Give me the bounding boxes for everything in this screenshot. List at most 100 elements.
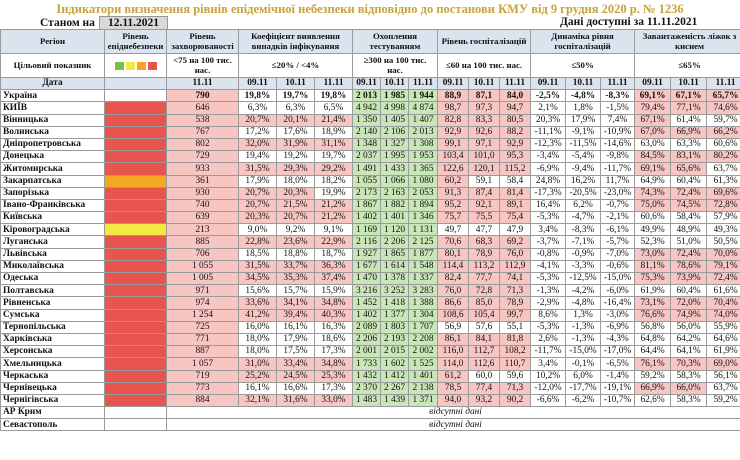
beds-cell: 60,6% [634, 211, 672, 225]
beds-cell: 57,9% [706, 211, 740, 225]
dyn-cell: -6,0% [600, 284, 636, 298]
dyn-cell: -12,3% [530, 137, 567, 152]
date-cell: 11.11 [706, 76, 740, 91]
dyn-cell: -6,9% [530, 162, 567, 176]
incidence-cell: 1 254 [166, 308, 239, 322]
incidence-cell: 773 [166, 381, 239, 395]
beds-cell: 64,8% [634, 332, 672, 347]
testing-cell: 1 080 [408, 174, 438, 188]
region-name: Київська [0, 211, 105, 225]
beds-cell: 66,9% [670, 125, 708, 139]
table-row: Донецька 729 19,4% 19,2% 19,7% 2 037 1 995 1 95… [0, 150, 740, 164]
date-cell: 10.11 [276, 76, 315, 91]
hosp-cell: 83,3 [468, 113, 500, 127]
beds-cell: 66,0% [670, 381, 708, 395]
testing-cell: 1 894 [408, 198, 438, 213]
testing-cell: 1 365 [408, 162, 438, 176]
hosp-cell: 112,6 [468, 357, 500, 371]
hosp-cell: 103,4 [437, 150, 469, 164]
dyn-cell: 6,0% [565, 369, 602, 383]
detection-cell: 19,9% [314, 186, 353, 200]
beds-cell: 66,9% [634, 381, 672, 395]
beds-cell: 49,9% [634, 223, 672, 237]
testing-cell: 3 216 [352, 284, 381, 298]
hosp-cell: 78,9 [468, 247, 500, 261]
testing-cell: 2 173 [352, 186, 381, 200]
testing-cell: 1 337 [408, 271, 438, 286]
detection-cell: 19,4% [238, 150, 277, 164]
level-cell [104, 247, 167, 261]
dyn-cell: 3,4% [530, 223, 567, 237]
detection-cell: 31,1% [314, 137, 353, 152]
beds-cell: 80,2% [706, 150, 740, 164]
level-cell [104, 198, 167, 213]
hosp-cell: 71,3 [498, 284, 532, 298]
beds-cell: 73,0% [634, 247, 672, 261]
region-name: Сумська [0, 308, 105, 322]
beds-cell: 84,5% [634, 150, 672, 164]
detection-cell: 17,3% [314, 381, 353, 395]
detection-cell: 21,2% [314, 211, 353, 225]
hosp-cell: 113,2 [468, 259, 500, 274]
hosp-cell: 47,9 [498, 223, 532, 237]
testing-cell: 1 452 [352, 296, 381, 310]
hosp-cell: 92,6 [468, 125, 500, 139]
hosp-cell: 70,6 [437, 235, 469, 249]
detection-cell: 16,6% [276, 381, 315, 395]
nodata-cell: відсутні дані [165, 418, 740, 432]
level-cell [104, 211, 167, 225]
testing-cell: 2 015 [380, 345, 409, 359]
testing-cell: 1 483 [352, 393, 381, 408]
beds-cell: 52,3% [634, 235, 672, 249]
hosp-cell: 60,2 [437, 174, 469, 188]
dyn-cell: -1,3% [565, 332, 602, 347]
target-incidence: <75 на 100 тис. нас. [166, 53, 239, 78]
hosp-cell: 108,6 [437, 308, 469, 322]
table-row: Україна 790 19,8% 19,7% 19,8% 2 013 1 985 1 944… [0, 89, 740, 103]
date-cell: 09.11 [634, 76, 672, 91]
table-row: Волинська 767 17,2% 17,6% 18,9% 2 140 2 106 2 0… [0, 125, 740, 139]
detection-cell: 15,9% [314, 284, 353, 298]
detection-cell: 20,7% [238, 113, 277, 127]
date-label: Дата [0, 76, 105, 91]
hosp-cell: 94,7 [498, 101, 532, 115]
header-incidence: Рівень захворюваності [166, 29, 239, 54]
testing-cell: 1 882 [380, 198, 409, 213]
incidence-cell: 706 [166, 247, 239, 261]
table-row: Івано-Франківська 740 20,7% 21,5% 21,2% 1 867… [0, 198, 740, 213]
dyn-cell: 11,7% [600, 174, 636, 188]
dyn-cell: -10,7% [600, 393, 636, 408]
incidence-cell: 538 [166, 113, 239, 127]
level-cell [104, 125, 167, 139]
beds-cell: 63,7% [706, 162, 740, 176]
region-name: Чернігівська [0, 393, 105, 408]
testing-cell: 1 491 [352, 162, 381, 176]
level-cell [104, 357, 167, 371]
testing-cell: 2 106 [380, 125, 409, 139]
beds-cell: 64,6% [706, 332, 740, 347]
beds-cell: 70,4% [706, 296, 740, 310]
table-row: Полтавська 971 15,6% 15,7% 15,9% 3 216 3 252 3 … [0, 284, 740, 298]
hosp-cell: 57,6 [468, 320, 500, 334]
testing-cell: 2 125 [408, 235, 438, 249]
dyn-cell: -9,4% [565, 162, 602, 176]
testing-cell: 2 116 [352, 235, 381, 249]
beds-cell: 78,6% [670, 259, 708, 274]
detection-cell: 18,7% [314, 247, 353, 261]
hosp-cell: 84,1 [468, 332, 500, 347]
beds-cell: 76,1% [634, 357, 672, 371]
testing-cell: 4 942 [352, 101, 381, 115]
dyn-cell: -8,3% [565, 223, 602, 237]
hosp-cell: 81,8 [498, 332, 532, 347]
detection-cell: 17,5% [276, 345, 315, 359]
beds-cell: 61,6% [706, 284, 740, 298]
beds-cell: 63,0% [634, 137, 672, 152]
region-name: АР Крим [0, 406, 105, 420]
table-row: Севастополь відсутні дані [0, 418, 740, 432]
hosp-cell: 75,7 [437, 211, 469, 225]
region-name: Запорізька [0, 186, 105, 200]
incidence-cell: 971 [166, 284, 239, 298]
beds-cell: 76,6% [634, 308, 672, 322]
detection-cell: 9,0% [238, 223, 277, 237]
dyn-cell: -4,2% [565, 284, 602, 298]
